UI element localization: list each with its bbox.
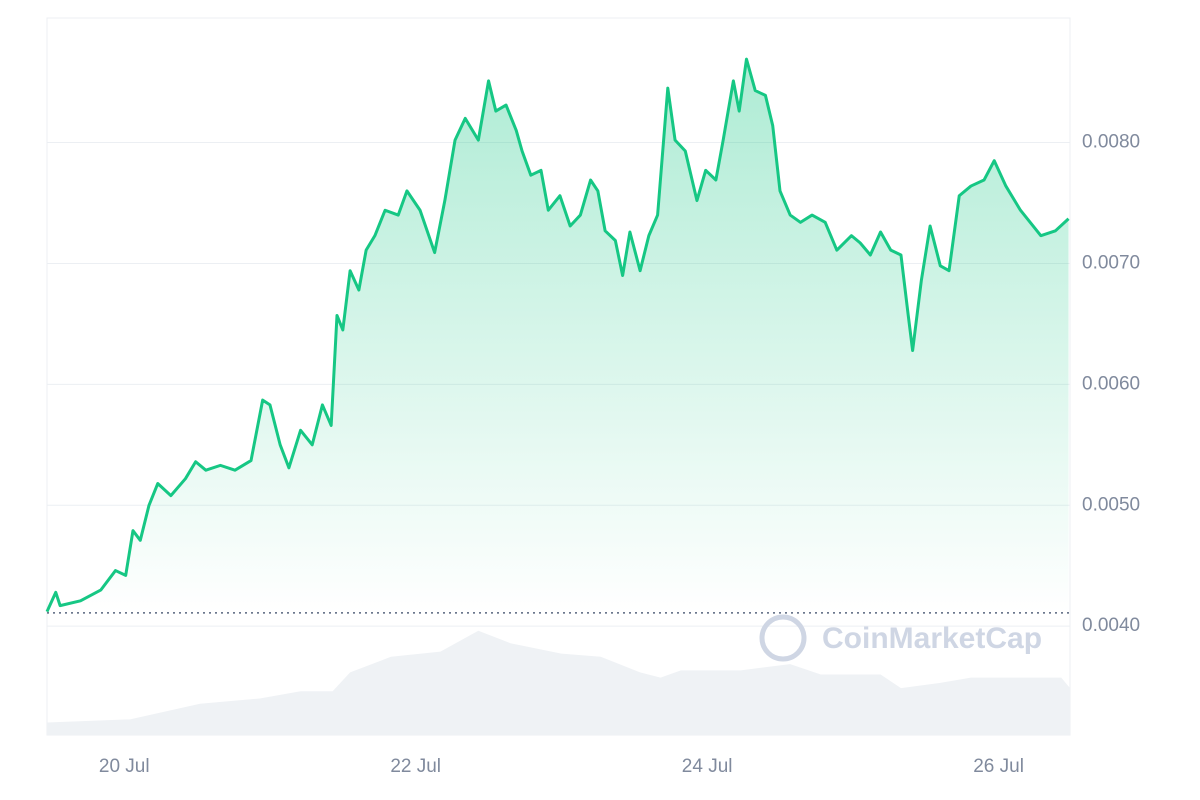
price-line bbox=[45, 57, 1070, 613]
y-tick-label: 0.0040 bbox=[1082, 615, 1140, 636]
y-tick-label: 0.0060 bbox=[1082, 373, 1140, 394]
x-tick-label: 20 Jul bbox=[99, 756, 150, 777]
price-area bbox=[47, 59, 1069, 613]
y-tick-label: 0.0070 bbox=[1082, 252, 1140, 273]
volume-area bbox=[47, 630, 1070, 735]
x-tick-label: 24 Jul bbox=[682, 756, 733, 777]
watermark-logo bbox=[759, 614, 807, 662]
y-tick-label: 0.0080 bbox=[1082, 132, 1140, 153]
x-tick-label: 22 Jul bbox=[390, 756, 441, 777]
x-tick-label: 26 Jul bbox=[973, 756, 1024, 777]
y-tick-label: 0.0050 bbox=[1082, 494, 1140, 515]
watermark-text: CoinMarketCap bbox=[822, 622, 1042, 655]
